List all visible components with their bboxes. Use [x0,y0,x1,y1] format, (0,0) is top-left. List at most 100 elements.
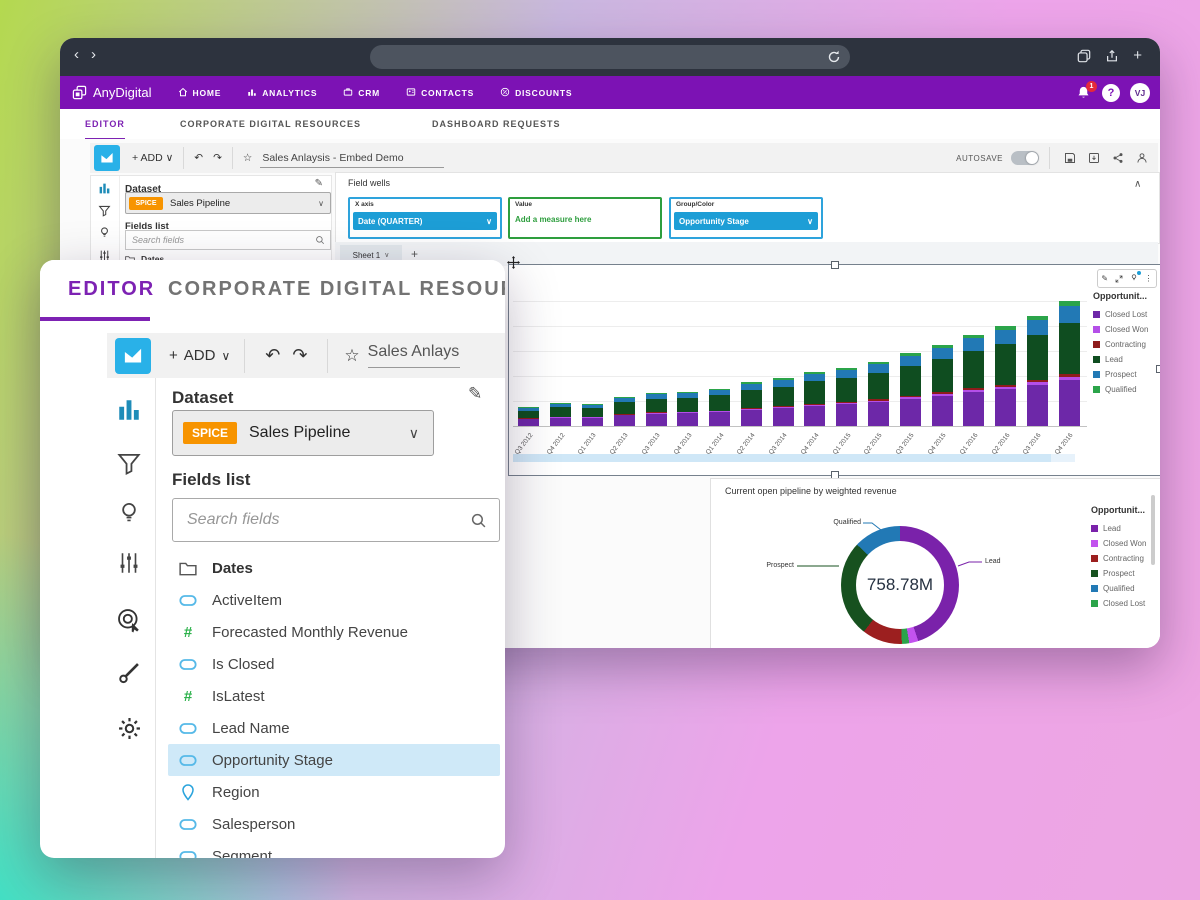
avatar[interactable]: VJ [1130,82,1150,103]
bar-segment[interactable] [867,402,889,426]
edit-visual-icon[interactable]: ✎ [1101,274,1109,283]
field-item-lead-name[interactable]: Lead Name [168,712,500,744]
undo-button[interactable]: ↶ [194,152,204,164]
bar-segment[interactable] [995,329,1017,344]
bar-segment[interactable] [931,359,953,393]
bar-segment[interactable] [1026,385,1048,426]
bar-segment[interactable] [995,326,1017,330]
themes-icon[interactable] [116,660,142,691]
bar-segment[interactable] [1026,319,1048,336]
bar-segment[interactable] [836,378,858,402]
bar-segment[interactable] [995,384,1017,387]
bar-segment[interactable] [677,412,699,414]
bar-segment[interactable] [645,412,667,414]
bar-segment[interactable] [645,413,667,426]
nav-item-discounts[interactable]: DISCOUNTS [500,87,572,99]
redo-button[interactable]: ↷ [213,152,222,164]
legend-item-qualified[interactable]: Qualified [1093,382,1148,397]
resize-handle[interactable] [831,261,839,269]
bar-Q3-2016[interactable] [1026,315,1048,426]
bar-segment[interactable] [899,397,921,400]
bar-segment[interactable] [740,383,762,390]
bar-segment[interactable] [740,408,762,410]
legend-item-closed-won[interactable]: Closed Won [1093,322,1148,337]
insights-icon[interactable] [116,500,142,531]
dataset-dropdown[interactable]: SPICE Sales Pipeline ∨ [172,410,434,456]
bar-segment[interactable] [518,410,540,419]
bar-segment[interactable] [995,386,1017,390]
bar-segment[interactable] [963,350,985,389]
bar-segment[interactable] [772,386,794,407]
bar-Q1-2014[interactable] [709,388,731,426]
bar-segment[interactable] [1058,305,1080,324]
bar-segment[interactable] [867,400,889,403]
bar-segment[interactable] [836,369,858,379]
bar-Q3-2012[interactable] [518,407,540,426]
bar-segment[interactable] [836,401,858,404]
bar-segment[interactable] [1058,376,1080,380]
bar-segment[interactable] [709,411,731,413]
bar-segment[interactable] [645,393,667,399]
insights-icon[interactable] [98,226,111,244]
bar-segment[interactable] [899,353,921,356]
bar-Q4-2012[interactable] [550,403,572,426]
bar-segment[interactable] [1058,301,1080,306]
bar-segment[interactable] [867,372,889,400]
legend-item-prospect[interactable]: Prospect [1093,367,1148,382]
export-icon[interactable] [1088,152,1100,164]
parameters-icon[interactable] [98,249,111,267]
bar-segment[interactable] [931,347,953,360]
bar-segment[interactable] [709,395,731,411]
bar-segment[interactable] [645,398,667,413]
help-button[interactable]: ? [1102,83,1120,102]
settings-gear-icon[interactable] [116,715,143,747]
bar-segment[interactable] [772,378,794,380]
bar-segment[interactable] [740,407,762,409]
bar-segment[interactable] [645,412,667,413]
nav-item-crm[interactable]: CRM [343,87,380,99]
bar-Q2-2013[interactable] [613,396,635,426]
bar-segment[interactable] [518,408,540,411]
donut-chart-visual[interactable]: Current open pipeline by weighted revenu… [710,478,1160,648]
field-item-dates[interactable]: Dates [168,552,500,584]
bar-segment[interactable] [709,389,731,396]
bar-segment[interactable] [899,355,921,366]
tab-overview-icon[interactable] [1077,49,1091,63]
bar-segment[interactable] [518,407,540,408]
field-item-salesperson[interactable]: Salesperson [168,808,500,840]
bar-segment[interactable] [740,382,762,384]
legend-item-qualified[interactable]: Qualified [1091,581,1146,596]
legend-item-closed-lost[interactable]: Closed Lost [1091,596,1146,611]
address-bar[interactable] [370,45,850,69]
bar-segment[interactable] [709,412,731,426]
well-x-axis[interactable]: X axis Date (QUARTER) ∨ [348,197,502,239]
bar-segment[interactable] [581,408,603,417]
analysis-title[interactable]: Sales Anlaysis - Embed Demo [260,149,444,168]
bar-segment[interactable] [1026,315,1048,320]
bar-chart-visual[interactable]: Q3 2012 Q4 2012 Q1 2013 Q2 2013 Q3 2013 Q4 20… [507,256,1160,479]
bar-segment[interactable] [995,343,1017,385]
bar-segment[interactable] [772,407,794,409]
bar-segment[interactable] [740,390,762,408]
bar-segment[interactable] [836,403,858,405]
overlay-tab-corporate[interactable]: CORPORATE DIGITAL RESOURCES [168,278,505,300]
add-sheet-button[interactable]: + [411,247,419,261]
bar-segment[interactable] [867,399,889,401]
bar-segment[interactable] [613,413,635,415]
favorite-star-icon[interactable]: ☆ [344,345,360,365]
bar-Q3-2013[interactable] [645,392,667,426]
bar-Q2-2016[interactable] [995,326,1017,426]
actions-icon[interactable] [116,607,143,639]
bar-segment[interactable] [867,363,889,373]
bar-segment[interactable] [804,373,826,382]
bar-segment[interactable] [518,419,540,426]
browser-back-button[interactable]: ‹ [74,46,91,63]
filter-icon[interactable] [98,204,111,222]
bar-Q1-2015[interactable] [836,367,858,426]
notifications-button[interactable]: 1 [1076,80,1097,101]
bar-Q3-2015[interactable] [899,353,921,426]
tab-editor[interactable]: EDITOR [85,109,125,141]
share-analysis-icon[interactable] [1112,152,1124,164]
bar-Q1-2016[interactable] [963,334,985,426]
bar-segment[interactable] [772,408,794,426]
